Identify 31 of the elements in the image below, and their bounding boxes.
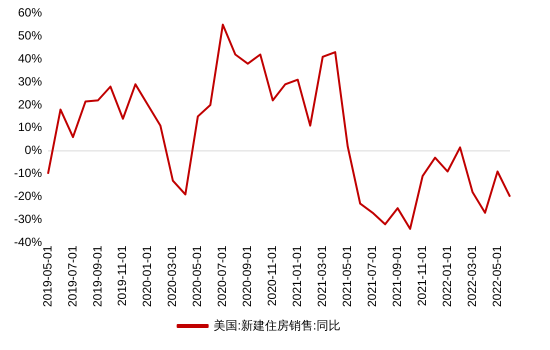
x-tick-label: 2020-09-01 <box>240 245 254 308</box>
x-tick-label: 2021-07-01 <box>364 245 379 308</box>
y-tick-label: -30% <box>14 212 42 226</box>
x-tick-label: 2021-11-01 <box>414 245 429 306</box>
y-tick-label: -20% <box>14 189 42 204</box>
y-tick-label: -10% <box>14 166 42 180</box>
x-tick-label: 2022-03-01 <box>464 245 479 308</box>
y-tick-label: 20% <box>18 97 42 112</box>
y-tick-label: 40% <box>18 51 42 66</box>
x-tick-label: 2020-07-01 <box>215 245 230 308</box>
x-tick-label: 2019-09-01 <box>90 245 104 308</box>
x-tick-label: 2021-05-01 <box>340 245 354 308</box>
y-tick-label: 0% <box>24 143 42 158</box>
x-tick-label: 2020-03-01 <box>165 245 180 308</box>
x-tick-label: 2021-01-01 <box>290 245 304 308</box>
x-tick-label: 2019-07-01 <box>65 245 80 308</box>
y-tick-label: 50% <box>18 28 42 42</box>
x-tick-label: 2022-01-01 <box>440 245 454 308</box>
x-tick-label: 2022-05-01 <box>490 245 504 308</box>
y-tick-label: 10% <box>18 120 42 134</box>
y-tick-label: 30% <box>18 74 42 88</box>
x-tick-label: 2019-11-01 <box>115 245 130 306</box>
y-tick-label: 60% <box>18 6 42 20</box>
x-tick-label: 2020-11-01 <box>265 245 280 306</box>
x-tick-label: 2020-01-01 <box>140 245 154 308</box>
y-tick-label: -40% <box>14 234 42 249</box>
x-tick-label: 2020-05-01 <box>190 245 204 308</box>
x-tick-label: 2021-09-01 <box>390 245 404 308</box>
x-tick-label: 2021-03-01 <box>315 245 330 308</box>
x-tick-label: 2019-05-01 <box>40 245 54 308</box>
legend-label: 美国:新建住房销售:同比 <box>214 318 340 332</box>
